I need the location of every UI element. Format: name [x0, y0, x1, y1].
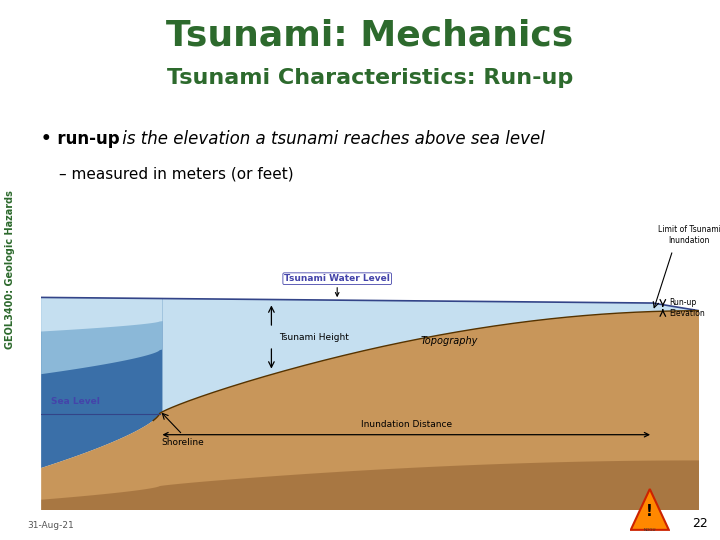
Text: Tsunami Water Level: Tsunami Water Level: [284, 274, 390, 296]
Polygon shape: [41, 298, 163, 374]
Text: Topography: Topography: [420, 336, 477, 346]
Polygon shape: [41, 310, 699, 510]
Text: Tsunami Height: Tsunami Height: [279, 333, 349, 341]
Text: Sea Level: Sea Level: [51, 397, 100, 406]
Text: Inundation Distance: Inundation Distance: [361, 420, 452, 429]
Text: GEOL3400: Geologic Hazards: GEOL3400: Geologic Hazards: [5, 191, 15, 349]
Text: Run-up
Elevation: Run-up Elevation: [670, 298, 705, 318]
Text: Limit of Tsunami
Inundation: Limit of Tsunami Inundation: [657, 225, 720, 245]
Text: – measured in meters (or feet): – measured in meters (or feet): [58, 166, 293, 181]
Text: Shoreline: Shoreline: [161, 438, 204, 447]
Text: NOGU: NOGU: [644, 528, 656, 532]
Text: 31-Aug-21: 31-Aug-21: [27, 521, 74, 530]
Text: Tsunami: Mechanics: Tsunami: Mechanics: [166, 19, 574, 53]
Text: 22: 22: [692, 517, 708, 530]
Polygon shape: [41, 298, 163, 332]
Polygon shape: [41, 298, 698, 468]
Text: • run-up: • run-up: [41, 130, 120, 147]
Text: !: !: [647, 504, 653, 519]
Text: Tsunami Characteristics: Run-up: Tsunami Characteristics: Run-up: [167, 68, 573, 87]
Polygon shape: [41, 461, 699, 510]
Polygon shape: [41, 298, 163, 468]
Polygon shape: [631, 489, 669, 530]
Text: is the elevation a tsunami reaches above sea level: is the elevation a tsunami reaches above…: [117, 130, 544, 147]
